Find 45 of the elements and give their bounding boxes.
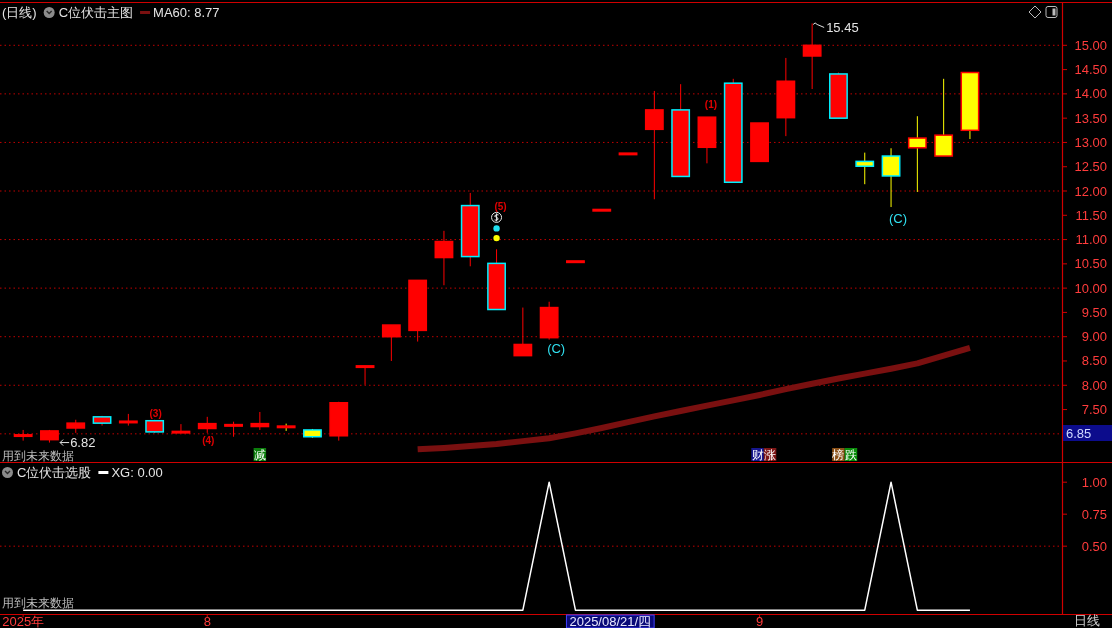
y-tick-label: 13.00 [1074, 134, 1107, 150]
annotation: (C) [547, 340, 566, 356]
y-tick-label: 1.00 [1081, 474, 1107, 490]
annotation: 用到未来数据 [2, 449, 74, 463]
text: 日线 [1074, 613, 1100, 628]
chart-title: C位伏击选股 [17, 465, 92, 480]
y-tick-label: 11.50 [1075, 207, 1107, 223]
y-tick-label: 14.00 [1074, 86, 1107, 102]
y-tick-label: 8.50 [1081, 353, 1107, 369]
y-tick-label: 10.50 [1074, 256, 1107, 272]
y-tick-label: 10.00 [1074, 280, 1107, 296]
y-tick-label: 12.50 [1074, 159, 1107, 175]
annotation: 跌 [844, 447, 857, 462]
y-tick-label: 14.50 [1074, 62, 1107, 78]
legend-label: XG: 0.00 [111, 465, 163, 480]
legend-label: MA60: 8.77 [153, 5, 220, 20]
text: 6.85 [1066, 425, 1092, 441]
y-tick-label: 15.00 [1074, 37, 1107, 53]
x-tick-label: 8 [203, 614, 211, 628]
annotation: (4) [202, 434, 215, 446]
chart-title: C位伏击主图 [58, 5, 134, 20]
annotation: 15.45 [826, 19, 859, 35]
x-tick-label: 2025年 [2, 614, 45, 628]
annotation: 6.82 [70, 435, 96, 451]
y-tick-label: 12.00 [1074, 183, 1107, 199]
annotation: (3) [149, 407, 162, 419]
y-tick-label: 11.00 [1075, 232, 1107, 248]
y-tick-label: 7.50 [1081, 402, 1107, 418]
y-tick-label: 9.50 [1081, 304, 1107, 320]
y-tick-label: 0.50 [1081, 538, 1107, 554]
x-tick-label: 9 [755, 614, 764, 628]
annotation: 榜 [832, 447, 845, 462]
annotation: (1) [704, 98, 718, 110]
y-tick-label: 13.50 [1074, 110, 1107, 126]
annotation: (C) [889, 210, 908, 226]
chart-subtitle: (日线) [2, 5, 37, 20]
annotation: 财 [751, 447, 764, 462]
y-tick-label: 8.00 [1081, 377, 1107, 393]
annotation: 涨 [764, 447, 777, 462]
y-tick-label: 0.75 [1081, 506, 1107, 522]
annotation: 减 [253, 447, 266, 462]
annotation: (5) [494, 200, 507, 212]
y-tick-label: 9.00 [1081, 329, 1107, 345]
annotation: 2025/08/21/四 [569, 614, 652, 628]
annotation: 用到未来数据 [2, 596, 74, 610]
